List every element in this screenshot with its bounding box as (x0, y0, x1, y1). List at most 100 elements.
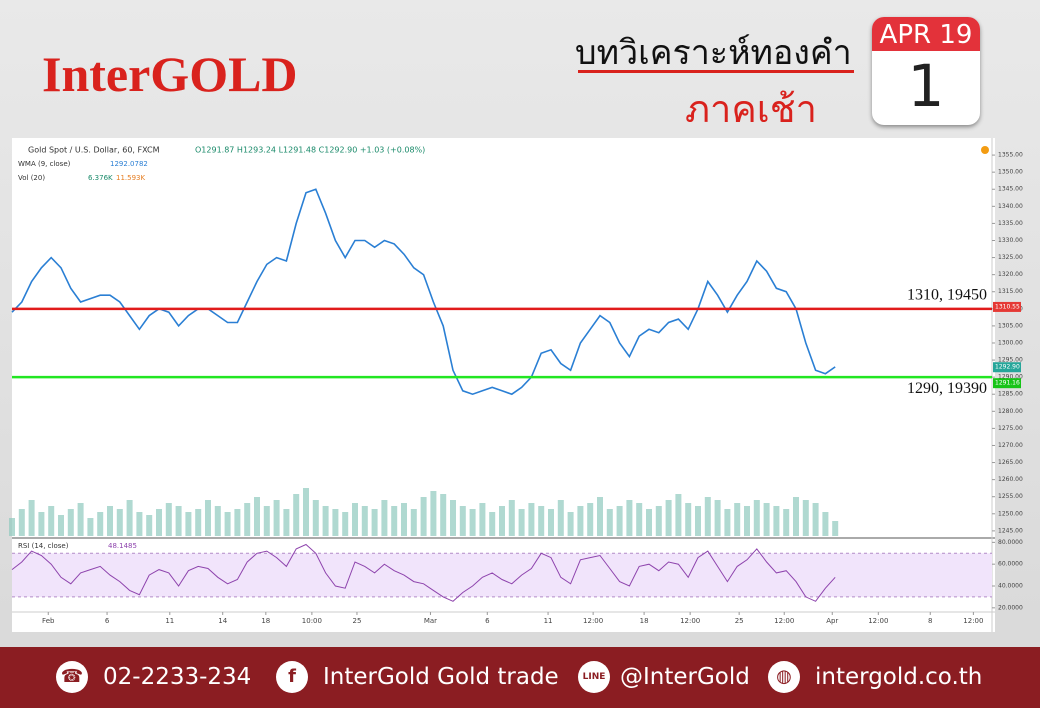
brand: InterGOLD (42, 46, 298, 102)
volume-bar (626, 500, 633, 536)
volume-bar (234, 509, 241, 536)
rsi-value: 48.1485 (108, 542, 137, 550)
web-icon: ◍ (768, 661, 800, 693)
calendar-month: APR 19 (872, 17, 980, 51)
volume-bar (312, 500, 319, 536)
x-tick-label: 6 (485, 617, 490, 625)
volume-bar (783, 509, 790, 536)
volume-bar (450, 500, 456, 536)
alert-icon (981, 146, 989, 154)
level-label: 1290, 19390 (907, 380, 987, 397)
y-tick-label: 1325.00 (998, 254, 1023, 261)
volume-bar (371, 509, 378, 536)
phone-icon: ☎ (56, 661, 88, 693)
y-tick-label: 1330.00 (998, 237, 1023, 244)
y-tick-label: 1265.00 (998, 459, 1023, 466)
volume-bar (469, 509, 476, 536)
rsi-tick-label: 20.0000 (998, 604, 1023, 611)
volume-bar (391, 506, 398, 536)
volume-bar (802, 500, 809, 536)
volume-bar (165, 503, 172, 536)
website: intergold.co.th (815, 664, 983, 690)
y-tick-label: 1290.00 (998, 374, 1023, 381)
calendar: APR 19 1 (872, 17, 980, 125)
price-tag (993, 362, 1021, 373)
y-tick-label: 1320.00 (998, 271, 1023, 278)
rsi-line (11, 543, 836, 602)
volume-bar (606, 509, 613, 536)
y-tick-label: 1275.00 (998, 425, 1023, 432)
volume-bar (126, 500, 133, 536)
volume-bar (303, 488, 309, 536)
price-tag (993, 378, 1021, 389)
volume-bar (557, 500, 564, 536)
volume-bar (136, 512, 143, 536)
y-tick-label: 1300.00 (998, 339, 1023, 346)
price-tag-label: 1292.90 (995, 364, 1020, 371)
volume-bar (479, 503, 486, 536)
rsi-band (12, 553, 992, 597)
volume-bar (195, 509, 202, 536)
volume-bar (67, 509, 74, 536)
level-label: 1310, 19450 (907, 286, 987, 303)
volume-bar (116, 509, 123, 536)
volume-bar (18, 509, 25, 536)
chart-bg (12, 138, 995, 632)
x-tick-label: Mar (424, 617, 437, 625)
volume-bar (636, 503, 643, 536)
x-tick-label: 18 (640, 617, 649, 625)
volume-bar (489, 512, 496, 536)
price-tag-label: 1310.55 (995, 303, 1020, 310)
volume-bar (695, 506, 701, 536)
volume-bar (440, 494, 447, 536)
volume-bar (734, 503, 741, 536)
y-tick-label: 1295.00 (998, 357, 1023, 364)
volume-bar (704, 497, 711, 536)
volume-bar (616, 506, 623, 536)
volume-bar (9, 518, 15, 536)
y-tick-label: 1335.00 (998, 220, 1023, 227)
y-tick-label: 1250.00 (998, 510, 1023, 517)
x-tick-label: Apr (826, 617, 838, 625)
x-tick-label: 11 (165, 617, 174, 625)
volume-bar (48, 506, 55, 536)
y-tick-label: 1345.00 (998, 186, 1023, 193)
x-tick-label: 12:00 (583, 617, 603, 625)
volume-bar (322, 506, 329, 536)
volume-bar (567, 512, 574, 536)
volume-bar (254, 497, 260, 536)
volume-bar (773, 506, 780, 536)
y-tick-label: 1305.00 (998, 322, 1023, 329)
volume-bar (577, 506, 584, 536)
volume-bar (812, 503, 819, 536)
footer: ☎ 02-2233-234 f InterGold Gold trade LINE @… (0, 647, 1040, 708)
volume-bar (361, 506, 368, 536)
x-tick-label: 8 (928, 617, 932, 625)
volume-bar (518, 509, 525, 536)
x-tick-label: 14 (218, 617, 227, 625)
vol-value: 6.376K (88, 174, 113, 182)
title: บทวิเคราะห์ทองคำ (575, 33, 852, 73)
volume-bar (430, 491, 437, 536)
y-tick-label: 1245.00 (998, 527, 1023, 534)
line-id: @InterGold (620, 664, 750, 690)
volume-bar (508, 500, 515, 536)
volume-bar (538, 506, 545, 536)
volume-bar (675, 494, 682, 536)
volume-bar (793, 497, 799, 536)
divider (578, 70, 854, 73)
facebook-icon: f (276, 661, 308, 693)
volume-bar (381, 500, 388, 536)
volume-bar (293, 494, 300, 536)
volume-bar (273, 500, 280, 536)
volume-bar (714, 500, 721, 536)
volume-bar (205, 500, 211, 536)
volume-bar (665, 500, 672, 536)
y-tick-label: 1340.00 (998, 203, 1023, 210)
volume-bar (646, 509, 652, 536)
wma-value: 1292.0782 (110, 160, 148, 168)
x-tick-label: 12:00 (868, 617, 888, 625)
volume-bar (822, 512, 829, 536)
volume-bar (528, 503, 535, 536)
